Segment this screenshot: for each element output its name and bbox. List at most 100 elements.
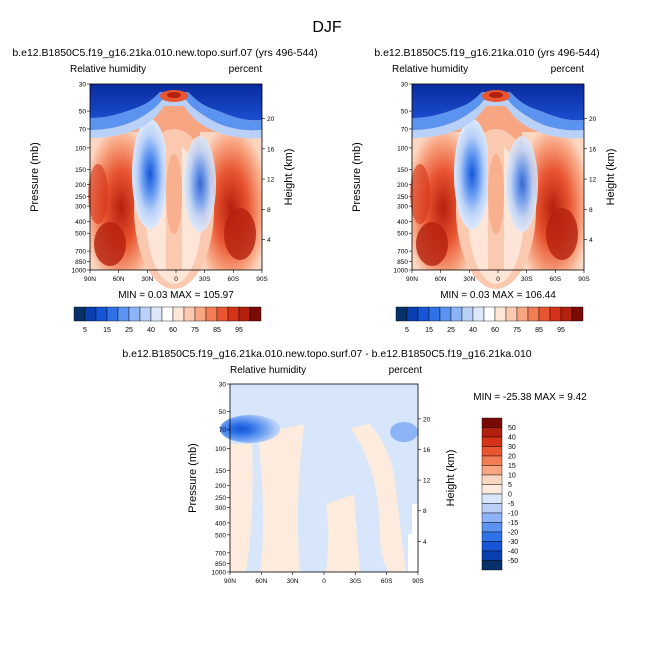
pressure-tick-label: 200 xyxy=(397,182,408,189)
colorbar-swatch xyxy=(439,306,452,322)
pressure-tick-label: 70 xyxy=(219,427,227,434)
colorbar-label: 85 xyxy=(213,327,221,334)
pressure-tick-label: 150 xyxy=(397,167,408,174)
variable-label: Relative humidity xyxy=(230,365,306,376)
colorbar-swatch xyxy=(481,427,503,438)
y2-axis-label: Height (km) xyxy=(445,450,457,507)
pressure-tick-label: 200 xyxy=(75,182,86,189)
min-max-stats: MIN = 0.03 MAX = 106.44 xyxy=(440,290,556,301)
colorbar-label: 5 xyxy=(83,327,87,334)
latitude-tick-label: 90N xyxy=(406,276,418,283)
colorbar-swatch xyxy=(128,306,141,322)
colorbar-label: -15 xyxy=(508,520,518,527)
y-axis-label: Pressure (mb) xyxy=(187,443,199,513)
pressure-tick-label: 100 xyxy=(397,145,408,152)
colorbar-swatch xyxy=(106,306,119,322)
colorbar-swatch xyxy=(481,522,503,533)
colorbar-swatch xyxy=(84,306,97,322)
colorbar-label: 30 xyxy=(508,444,516,451)
pressure-tick-label: 250 xyxy=(75,194,86,201)
colorbar-swatch xyxy=(161,306,174,322)
colorbar-label: 95 xyxy=(557,327,565,334)
colorbar-swatch xyxy=(505,306,518,322)
pressure-tick-label: 850 xyxy=(397,259,408,266)
pressure-tick-label: 50 xyxy=(79,109,87,116)
height-tick-label: 16 xyxy=(589,146,597,153)
colorbar-label: 25 xyxy=(125,327,133,334)
pressure-tick-label: 400 xyxy=(215,520,226,527)
colorbar-swatch xyxy=(481,503,503,514)
colorbar-label: 5 xyxy=(405,327,409,334)
colorbar-swatch xyxy=(450,306,463,322)
colorbar-swatch xyxy=(194,306,207,322)
colorbar-label: 40 xyxy=(508,435,516,442)
colorbar-swatch xyxy=(481,550,503,561)
colorbar-swatch xyxy=(395,306,408,322)
colorbar-swatch xyxy=(481,541,503,552)
height-ticks: 20 16 12 8 4 xyxy=(584,116,597,244)
pressure-tick-label: 1000 xyxy=(212,570,227,577)
colorbar-label: 5 xyxy=(508,482,512,489)
latitude-tick-label: 60S xyxy=(228,276,240,283)
colorbar-swatch xyxy=(549,306,562,322)
colorbar-swatch xyxy=(417,306,430,322)
y2-axis-label: Height (km) xyxy=(605,149,617,206)
pressure-tick-label: 500 xyxy=(397,231,408,238)
latitude-tick-label: 30S xyxy=(350,578,362,585)
height-tick-label: 16 xyxy=(423,447,431,454)
colorbar: 5 15 25 40 60 75 85 95 xyxy=(395,306,584,334)
colorbar-label: 60 xyxy=(169,327,177,334)
height-tick-label: 20 xyxy=(589,116,597,123)
height-tick-label: 12 xyxy=(267,177,275,184)
colorbar-swatch xyxy=(139,306,152,322)
colorbar-label: 0 xyxy=(508,492,512,499)
pressure-tick-label: 400 xyxy=(397,219,408,226)
colorbar-swatch xyxy=(238,306,251,322)
y-axis-label: Pressure (mb) xyxy=(351,142,363,212)
colorbar-swatch xyxy=(227,306,240,322)
latitude-ticks: 90N 60N 30N 0 30S 60S 90S xyxy=(406,270,590,283)
latitude-tick-label: 90N xyxy=(224,578,236,585)
pressure-tick-label: 400 xyxy=(75,219,86,226)
colorbar-swatch xyxy=(481,531,503,542)
latitude-tick-label: 30N xyxy=(141,276,153,283)
colorbar-label: 15 xyxy=(425,327,433,334)
colorbar-label: -10 xyxy=(508,511,518,518)
variable-label: Relative humidity xyxy=(70,64,146,75)
height-tick-label: 8 xyxy=(423,508,427,515)
figure-title: DJF xyxy=(312,19,342,36)
colorbar-swatch xyxy=(516,306,529,322)
colorbar-label: 15 xyxy=(103,327,111,334)
latitude-tick-label: 0 xyxy=(174,276,178,283)
height-tick-label: 8 xyxy=(267,207,271,214)
colorbar-swatch xyxy=(117,306,130,322)
pressure-tick-label: 300 xyxy=(75,204,86,211)
colorbar-swatch xyxy=(205,306,218,322)
latitude-tick-label: 60N xyxy=(113,276,125,283)
colorbar-swatch xyxy=(481,560,503,571)
units-label: percent xyxy=(389,365,423,376)
min-max-stats: MIN = 0.03 MAX = 105.97 xyxy=(118,290,234,301)
height-tick-label: 20 xyxy=(267,116,275,123)
colorbar-swatch xyxy=(172,306,185,322)
latitude-tick-label: 30N xyxy=(287,578,299,585)
pressure-tick-label: 500 xyxy=(75,231,86,238)
variable-label: Relative humidity xyxy=(392,64,468,75)
y2-axis-label: Height (km) xyxy=(283,149,295,206)
pressure-tick-label: 70 xyxy=(401,126,409,133)
pressure-tick-label: 50 xyxy=(219,409,227,416)
colorbar-swatch xyxy=(481,455,503,466)
colorbar-label: 15 xyxy=(508,463,516,470)
pressure-tick-label: 500 xyxy=(215,532,226,539)
colorbar-swatch xyxy=(481,493,503,504)
height-tick-label: 4 xyxy=(267,237,271,244)
panel-difference: b.e12.B1850C5.f19_g16.21ka.010.new.topo.… xyxy=(122,348,587,585)
pressure-tick-label: 1000 xyxy=(394,268,409,275)
rh-difference-field xyxy=(220,384,418,572)
pressure-tick-label: 150 xyxy=(215,468,226,475)
latitude-tick-label: 60S xyxy=(381,578,393,585)
units-label: percent xyxy=(229,64,263,75)
pressure-tick-label: 300 xyxy=(397,204,408,211)
colorbar-label: 25 xyxy=(447,327,455,334)
panel-title: b.e12.B1850C5.f19_g16.21ka.010.new.topo.… xyxy=(12,47,317,59)
